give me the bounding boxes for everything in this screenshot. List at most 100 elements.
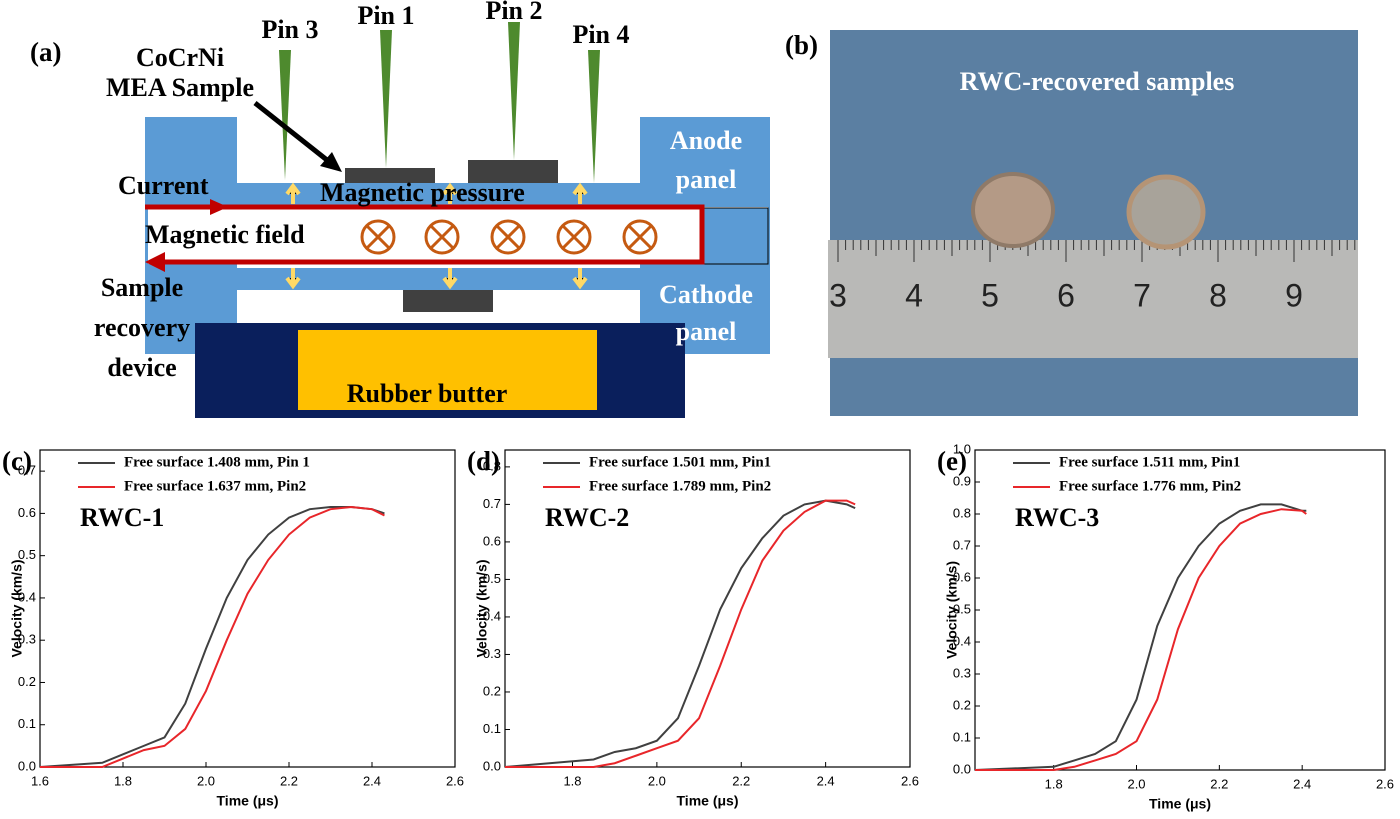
panel-label: (b): [785, 30, 818, 60]
label: CoCrNi: [136, 43, 224, 72]
pressure-arrows: [285, 182, 588, 290]
y-tick-label: 0.8: [483, 458, 501, 473]
label: panel: [676, 317, 737, 346]
y-tick-label: 0.1: [953, 729, 971, 744]
label: Pin 4: [572, 20, 629, 49]
chart: 1.8 2.0 2.2 2.4 2.6 0.0 0.1 0.2 0.3 0.4 0.5 0.6 0.7 0…: [467, 446, 919, 809]
panel-label: (c): [2, 446, 32, 476]
y-tick-label: 0.4: [953, 633, 971, 648]
y-tick-label: 0.5: [953, 601, 971, 616]
x-axis-label: Time (μs): [1149, 796, 1211, 812]
legend-label: Free surface 1.637 mm, Pin2: [124, 478, 306, 494]
label: Rubber butter: [347, 379, 508, 408]
series-line: [40, 506, 385, 768]
plot-frame: [39, 449, 456, 768]
chart: 1.6 1.8 2.0 2.2 2.4 2.6 0.0 0.1 0.2 0.3 0.4 0.5 0.6 0…: [2, 446, 464, 809]
ruler-label: 7: [1133, 277, 1151, 313]
x-tick-label: 1.8: [114, 773, 132, 788]
label: Pin 3: [261, 15, 318, 44]
rubber: [298, 330, 597, 410]
y-tick-label: 0.7: [483, 496, 501, 511]
annotation: RWC-2: [545, 503, 629, 532]
y-axis-label: Velocity (km/s): [9, 559, 25, 657]
label: Pin 2: [485, 0, 542, 25]
y-tick-label: 0.5: [18, 547, 36, 562]
label: Anode: [670, 126, 742, 155]
coin: [1126, 174, 1206, 250]
y-tick-label: 0.5: [483, 571, 501, 586]
ruler-label: 6: [1057, 277, 1075, 313]
panel-label: (a): [30, 37, 61, 67]
annotation: RWC-1: [80, 503, 164, 532]
top-plate: [237, 183, 640, 205]
y-tick-label: 0.4: [18, 589, 36, 604]
y-tick-label: 0.9: [953, 473, 971, 488]
pin: [380, 30, 392, 168]
label: Sample: [101, 273, 183, 302]
pin: [508, 22, 520, 160]
label: Magnetic pressure: [320, 178, 525, 207]
x-tick-label: 2.2: [1210, 776, 1228, 791]
label: Current: [118, 171, 209, 200]
pointer-head: [320, 152, 342, 172]
series-line: [39, 506, 385, 768]
y-tick-label: 0.6: [953, 569, 971, 584]
y-tick-label: 0.0: [18, 758, 36, 773]
ruler-label: 9: [1285, 277, 1303, 313]
label: panel: [676, 165, 737, 194]
sample: [345, 168, 435, 183]
x-tick-label: 2.4: [363, 773, 381, 788]
field-symbols: [360, 219, 658, 255]
panel-label: (d): [467, 446, 500, 476]
x-tick-label: 2.4: [1293, 776, 1311, 791]
x-tick-label: 2.2: [732, 773, 750, 788]
x-tick-label: 2.6: [446, 773, 464, 788]
label: MEA Sample: [106, 73, 254, 102]
y-tick-label: 0.2: [953, 697, 971, 712]
bottom-plate: [237, 268, 640, 290]
series-line: [975, 508, 1307, 771]
pin: [588, 50, 600, 183]
plot-frame: [504, 449, 911, 768]
x-axis-label: Time (μs): [217, 793, 279, 809]
y-tick-label: 0.3: [18, 632, 36, 647]
y-tick-label: 0.3: [483, 646, 501, 661]
pointer: [253, 101, 334, 166]
x-tick-label: 2.0: [648, 773, 666, 788]
chart: 1.8 2.0 2.2 2.4 2.6 0.0 0.1 0.2 0.3 0.4 0.5 0.6 0.7 0…: [937, 441, 1394, 811]
label: Magnetic field: [145, 220, 305, 249]
x-tick-label: 2.6: [901, 773, 919, 788]
y-tick-label: 0.2: [18, 674, 36, 689]
plot-frame: [974, 449, 1386, 771]
ruler-label: 4: [905, 277, 923, 313]
y-tick-label: 0.6: [483, 533, 501, 548]
y-tick-label: 0.1: [483, 721, 501, 736]
x-tick-label: 1.6: [31, 773, 49, 788]
series-line: [504, 499, 856, 768]
legend-label: Free surface 1.501 mm, Pin1: [589, 454, 771, 470]
pin: [279, 50, 291, 180]
y-tick-label: 0.3: [953, 665, 971, 680]
y-tick-label: 1.0: [953, 441, 971, 456]
coin: [971, 172, 1055, 248]
ruler-label: 8: [1209, 277, 1227, 313]
sample: [468, 160, 558, 183]
x-tick-label: 1.8: [1045, 776, 1063, 791]
label: recovery: [94, 313, 190, 342]
x-tick-label: 2.6: [1376, 776, 1394, 791]
y-tick-label: 0.6: [18, 505, 36, 520]
series-line: [974, 503, 1307, 771]
annotation: RWC-3: [1015, 503, 1099, 532]
x-tick-label: 2.0: [1127, 776, 1145, 791]
series-line: [505, 499, 856, 768]
legend-label: Free surface 1.776 mm, Pin2: [1059, 478, 1241, 494]
diagram: (a) CoCrNi MEA Sample Pin 3 Pin 1 Pin 2 …: [30, 0, 770, 418]
arrowhead: [145, 252, 165, 272]
sample: [403, 290, 493, 312]
y-tick-label: 0.4: [483, 608, 501, 623]
caption: RWC-recovered samples: [960, 67, 1235, 96]
legend-label: Free surface 1.408 mm, Pin 1: [124, 454, 310, 470]
current-loop: [145, 204, 705, 265]
y-tick-label: 0.2: [483, 683, 501, 698]
photo: (b) RWC-recovered samples: [785, 30, 1358, 416]
